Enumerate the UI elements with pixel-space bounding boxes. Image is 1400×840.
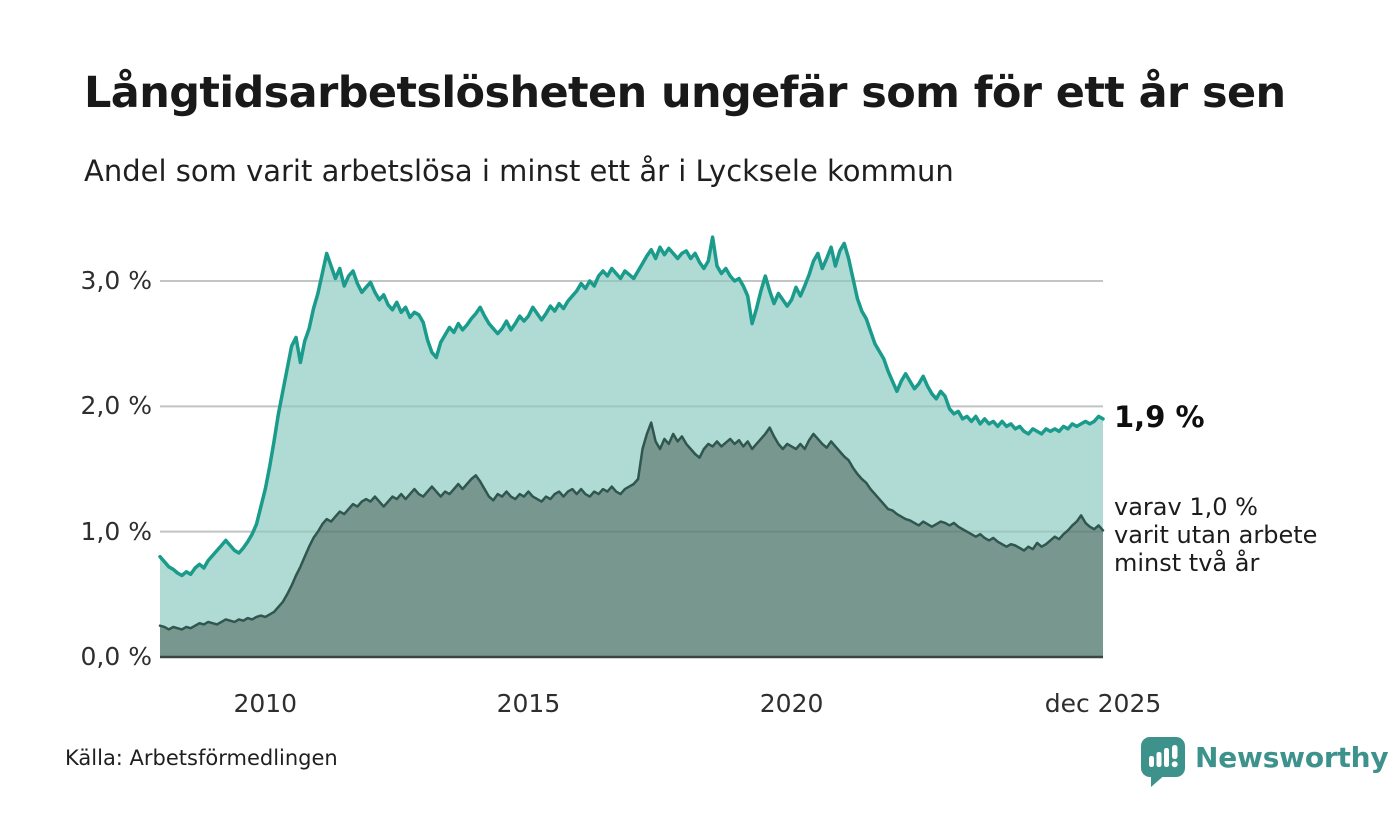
- two-year-annotation: varav 1,0 % varit utan arbete minst två …: [1114, 493, 1317, 577]
- newsworthy-icon: [1141, 737, 1185, 787]
- line-two-years: [158, 421, 1105, 631]
- two-year-annotation-line: varit utan arbete: [1114, 521, 1318, 549]
- newsworthy-logo: Newsworthy: [1141, 737, 1389, 790]
- line-one-year: [158, 235, 1105, 578]
- two-year-annotation-line: minst två år: [1114, 549, 1260, 577]
- page-title: Långtidsarbetslösheten ungefär som för e…: [84, 68, 1286, 118]
- area-two-years: [160, 422, 1103, 657]
- source-label: Källa: Arbetsförmedlingen: [65, 746, 338, 770]
- latest-value-label: 1,9 %: [1114, 400, 1205, 434]
- newsworthy-wordmark: Newsworthy: [1195, 741, 1389, 774]
- page-subtitle: Andel som varit arbetslösa i minst ett å…: [84, 154, 954, 188]
- two-year-annotation-line: varav 1,0 %: [1114, 493, 1258, 521]
